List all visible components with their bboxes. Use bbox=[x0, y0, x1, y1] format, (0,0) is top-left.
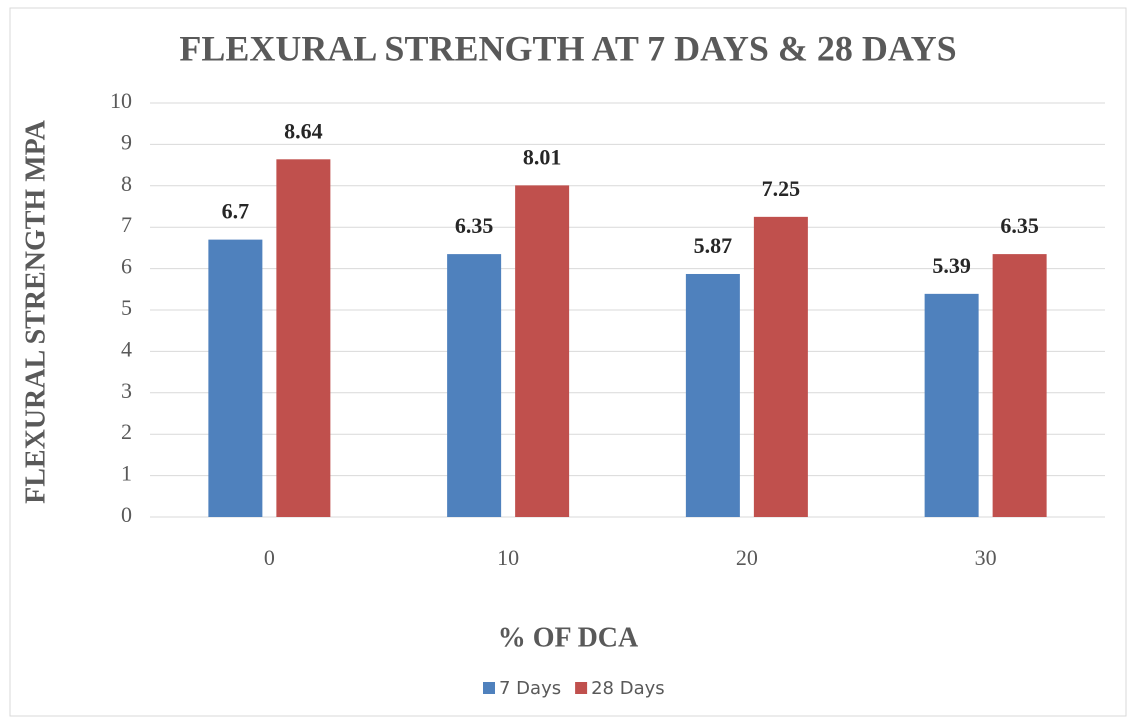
y-tick-label: 10 bbox=[110, 88, 132, 113]
y-axis-title: FLEXURAL STRENGTH MPA bbox=[20, 119, 51, 504]
y-tick-label: 5 bbox=[121, 295, 132, 320]
legend-swatch bbox=[483, 682, 495, 694]
y-tick-label: 6 bbox=[121, 254, 132, 279]
x-tick-label: 10 bbox=[497, 545, 519, 570]
data-label: 6.35 bbox=[1000, 213, 1039, 238]
x-axis-title: % OF DCA bbox=[498, 622, 639, 653]
y-tick-label: 9 bbox=[121, 129, 132, 154]
legend-swatch bbox=[575, 682, 588, 694]
data-label: 5.87 bbox=[694, 233, 733, 258]
bar bbox=[924, 293, 979, 517]
y-tick-label: 4 bbox=[121, 336, 132, 361]
data-label: 7.25 bbox=[762, 176, 801, 201]
y-tick-label: 1 bbox=[121, 461, 132, 486]
legend-label: 28 Days bbox=[591, 678, 665, 699]
bar bbox=[753, 216, 808, 517]
bar bbox=[208, 239, 263, 517]
data-label: 8.01 bbox=[523, 144, 562, 169]
x-tick-label: 30 bbox=[975, 545, 997, 570]
y-tick-label: 3 bbox=[121, 378, 132, 403]
y-tick-label: 7 bbox=[121, 212, 132, 237]
x-tick-label: 20 bbox=[736, 545, 758, 570]
bar bbox=[685, 273, 740, 517]
data-label: 8.64 bbox=[284, 118, 323, 143]
y-tick-label: 8 bbox=[121, 171, 132, 196]
chart-title: FLEXURAL STRENGTH AT 7 DAYS & 28 DAYS bbox=[179, 28, 956, 68]
x-tick-label: 0 bbox=[264, 545, 275, 570]
data-label: 5.39 bbox=[932, 253, 971, 278]
data-label: 6.35 bbox=[455, 213, 494, 238]
bar bbox=[515, 185, 570, 518]
data-label: 6.7 bbox=[222, 199, 250, 224]
y-tick-label: 0 bbox=[121, 502, 132, 527]
bar bbox=[447, 254, 502, 518]
bar bbox=[276, 159, 331, 517]
bar bbox=[992, 254, 1047, 518]
y-tick-label: 2 bbox=[121, 419, 132, 444]
legend-label: 7 Days bbox=[499, 678, 561, 699]
